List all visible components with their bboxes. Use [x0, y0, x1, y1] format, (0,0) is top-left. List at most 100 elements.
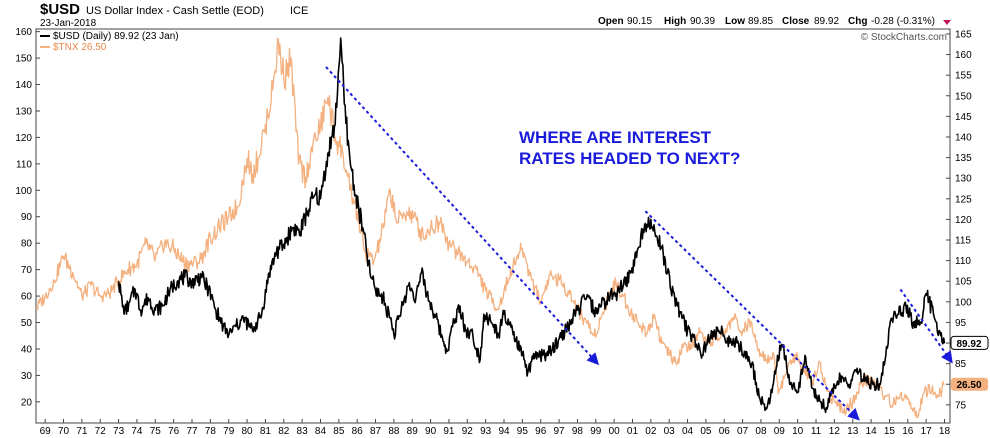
close-value: 89.92: [814, 16, 839, 27]
x-tick-label: 12: [829, 426, 841, 437]
chart-name: US Dollar Index - Cash Settle (EOD): [86, 5, 264, 17]
left-tick-label: 20: [21, 397, 33, 408]
left-tick-label: 70: [21, 265, 33, 276]
open-label: Open: [598, 16, 624, 27]
x-tick-label: 05: [700, 426, 712, 437]
open-value: 90.15: [627, 16, 652, 27]
x-tick-label: 08: [755, 426, 767, 437]
x-tick-label: 11: [811, 426, 822, 437]
left-tick-label: 100: [15, 186, 32, 197]
x-tick-label: 84: [315, 426, 327, 437]
chg-label: Chg: [848, 16, 867, 27]
x-tick-label: 80: [242, 426, 254, 437]
x-tick-label: 82: [278, 426, 290, 437]
last-label-tnx-box: [951, 377, 988, 391]
x-tick-label: 18: [939, 426, 951, 437]
annotation-line-1: WHERE ARE INTEREST: [519, 128, 712, 147]
x-tick-label: 10: [792, 426, 804, 437]
x-tick-label: 79: [223, 426, 235, 437]
right-tick-label: 140: [955, 132, 972, 143]
down-triangle-icon: [943, 20, 951, 25]
high-label: High: [664, 16, 686, 27]
x-tick-label: 16: [902, 426, 914, 437]
x-tick-label: 69: [40, 426, 52, 437]
legend-tnx: $TNX 26.50: [53, 42, 107, 53]
left-tick-label: 130: [15, 106, 32, 117]
high-value: 90.39: [690, 16, 715, 27]
right-tick-label: 155: [955, 71, 972, 82]
trendlines: [325, 66, 953, 421]
x-tick-label: 03: [664, 426, 676, 437]
right-tick-label: 145: [955, 112, 972, 123]
x-tick-label: 15: [884, 426, 896, 437]
x-tick-label: 72: [95, 426, 107, 437]
watermark: © StockCharts.com: [861, 32, 947, 43]
right-tick-label: 110: [955, 256, 971, 267]
x-tick-label: 07: [737, 426, 749, 437]
right-tick-label: 115: [955, 236, 971, 247]
right-tick-label: 85: [955, 359, 967, 370]
left-tick-label: 140: [15, 80, 32, 91]
plot-frame: [35, 28, 951, 424]
right-tick-label: 130: [955, 174, 972, 185]
series-line-usd: [117, 37, 946, 414]
x-tick-label: 14: [866, 426, 878, 437]
x-tick-label: 97: [554, 426, 566, 437]
x-tick-label: 78: [205, 426, 217, 437]
trendline-2: [644, 210, 860, 421]
x-tick-label: 71: [76, 426, 88, 437]
x-tick-label: 96: [535, 426, 547, 437]
right-tick-label: 95: [955, 318, 967, 329]
left-tick-label: 160: [15, 27, 32, 38]
low-value: 89.85: [748, 16, 773, 27]
right-tick-label: 135: [955, 153, 972, 164]
right-tick-label: 75: [955, 400, 967, 411]
left-tick-label: 110: [16, 159, 32, 170]
x-tick-label: 92: [462, 426, 474, 437]
right-tick-label: 100: [955, 297, 972, 308]
x-tick-label: 89: [407, 426, 419, 437]
right-tick-label: 160: [955, 50, 972, 61]
left-axis: 20 30 40 50 60 70 80 90 100 110 120 130 140 150 160: [15, 27, 40, 408]
x-tick-label: 09: [774, 426, 786, 437]
left-tick-label: 60: [21, 292, 33, 303]
x-tick-label: 90: [425, 426, 437, 437]
x-tick-label: 70: [58, 426, 70, 437]
quote-bar: Open 90.15 High 90.39 Low 89.85 Close 89…: [598, 16, 951, 27]
series-line-tnx: [35, 37, 945, 419]
x-tick-label: 74: [131, 426, 143, 437]
x-tick-label: 73: [113, 426, 125, 437]
x-tick-label: 04: [682, 426, 694, 437]
last-label-usd-text: 89.92: [956, 339, 981, 350]
chart-exchange: ICE: [290, 5, 308, 17]
right-tick-label: 120: [955, 215, 972, 226]
last-label-usd: 89.92: [950, 335, 989, 350]
legend-usd: $USD (Daily) 89.92 (23 Jan): [53, 31, 179, 42]
x-tick-label: 01: [627, 426, 639, 437]
x-tick-label: 99: [590, 426, 602, 437]
close-label: Close: [782, 16, 810, 27]
right-tick-label: 165: [955, 29, 972, 40]
last-label-tnx: 26.50: [951, 377, 988, 391]
left-tick-label: 80: [21, 239, 33, 250]
x-tick-label: 83: [297, 426, 309, 437]
right-tick-label: 125: [955, 194, 972, 205]
x-tick-label: 02: [645, 426, 657, 437]
x-tick-label: 17: [921, 426, 933, 437]
x-tick-label: 95: [517, 426, 529, 437]
x-tick-label: 77: [186, 426, 198, 437]
x-tick-label: 85: [333, 426, 345, 437]
x-tick-label: 75: [150, 426, 162, 437]
chg-value: -0.28 (-0.31%): [871, 16, 935, 27]
left-tick-label: 40: [21, 344, 33, 355]
left-tick-label: 30: [21, 371, 33, 382]
x-tick-label: 86: [352, 426, 364, 437]
x-tick-label: 91: [443, 426, 455, 437]
x-tick-label: 81: [260, 426, 272, 437]
left-tick-label: 150: [15, 54, 32, 65]
legend: $USD (Daily) 89.92 (23 Jan) $TNX 26.50: [40, 31, 179, 53]
annotation-line-2: RATES HEADED TO NEXT?: [519, 149, 740, 168]
last-label-usd-box: [950, 335, 989, 350]
x-tick-label: 13: [847, 426, 859, 437]
